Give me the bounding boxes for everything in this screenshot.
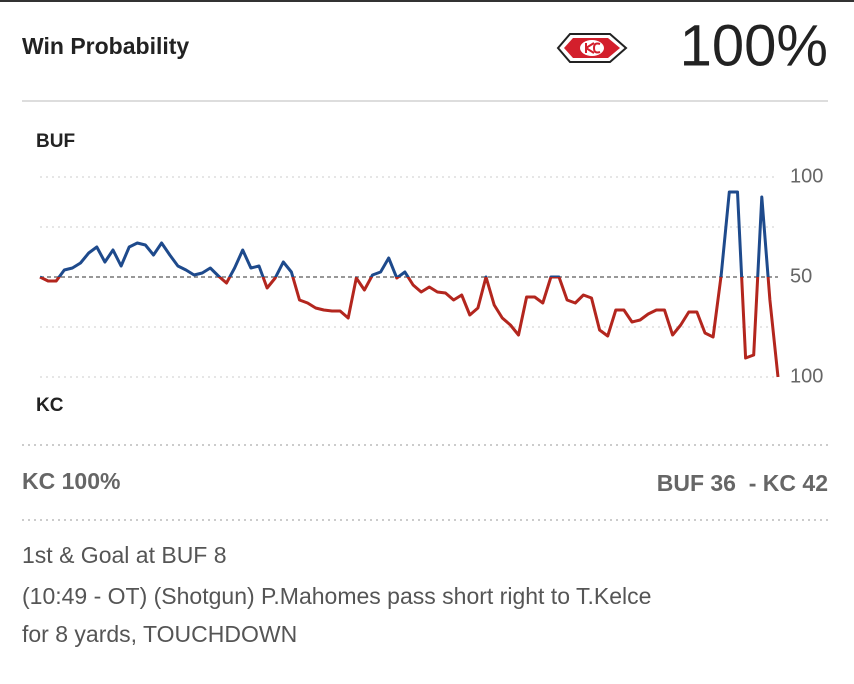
- y-tick-label: 100: [790, 165, 823, 187]
- play-line: (10:49 - OT) (Shotgun) P.Mahomes pass sh…: [22, 583, 651, 609]
- widget-title: Win Probability: [22, 33, 189, 59]
- summary-left: KC 100%: [22, 468, 120, 494]
- play-line: 1st & Goal at BUF 8: [22, 542, 227, 568]
- play-line: for 8 yards, TOUCHDOWN: [22, 621, 297, 647]
- y-tick-label: 50: [790, 265, 812, 287]
- bottom-team-label: KC: [36, 395, 64, 416]
- team-logo: [556, 33, 628, 63]
- y-tick-label: 100: [790, 365, 823, 387]
- line-below: [39, 277, 780, 378]
- line-above: [40, 190, 770, 277]
- score: BUF 36 - KC 42: [657, 470, 828, 496]
- top-team-label: BUF: [36, 131, 75, 152]
- plot: 100 50 100: [39, 165, 823, 387]
- win-probability: 100%: [680, 13, 828, 78]
